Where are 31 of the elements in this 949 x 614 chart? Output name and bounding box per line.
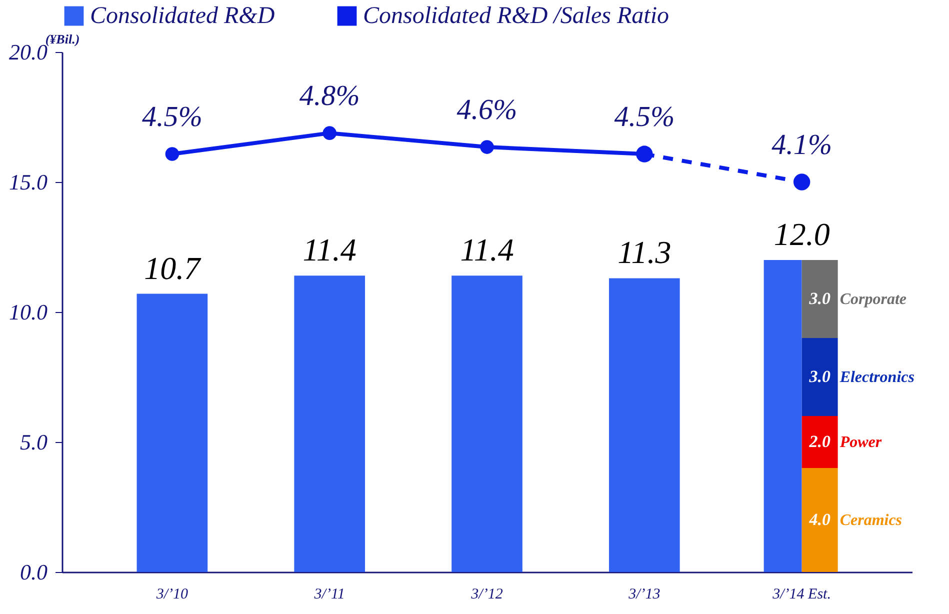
data-label: 3.0	[808, 289, 831, 308]
y-axis-title: (¥Bil.)	[45, 32, 80, 46]
x-tick-label: 3/’13	[628, 586, 660, 602]
y-tick-label: 0.0	[20, 560, 48, 584]
data-label: 4.1%	[772, 129, 832, 161]
y-tick-label: 15.0	[9, 170, 48, 194]
data-label: 4.5%	[142, 101, 202, 134]
y-tick-label: 5.0	[20, 430, 48, 454]
data-label: 11.4	[460, 232, 514, 268]
x-tick-label: 3/’11	[313, 586, 345, 602]
x-tick-label: 3/’14 Est.	[772, 586, 831, 602]
data-label: 11.4	[302, 232, 356, 268]
data-label: 4.6%	[456, 94, 518, 126]
legend-label: Consolidated R&D	[90, 3, 275, 29]
data-label: 2.0	[808, 432, 831, 451]
x-tick-label: 3/’10	[155, 586, 189, 602]
data-label: 10.7	[144, 250, 202, 286]
data-label: 4.8%	[299, 80, 360, 112]
y-tick-label: 20.0	[9, 40, 48, 64]
x-tick-label: 3/’12	[470, 586, 504, 602]
data-label: 12.0	[774, 216, 830, 252]
y-tick-label: 10.0	[9, 300, 48, 324]
series-label: Electronics	[838, 369, 914, 386]
series-label: Power	[838, 434, 882, 451]
series-label: Corporate	[840, 291, 906, 308]
legend-label: Consolidated R&D /Sales Ratio	[363, 3, 669, 29]
series-label: Ceramics	[840, 512, 902, 529]
data-label: 11.3	[618, 234, 672, 270]
data-label: 4.0	[808, 510, 831, 529]
data-label: 3.0	[808, 367, 831, 386]
data-label: 4.5%	[614, 101, 675, 134]
